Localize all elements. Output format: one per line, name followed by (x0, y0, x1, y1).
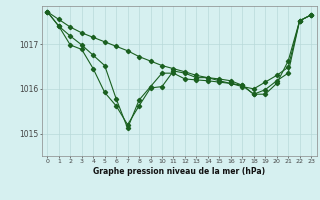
X-axis label: Graphe pression niveau de la mer (hPa): Graphe pression niveau de la mer (hPa) (93, 167, 265, 176)
